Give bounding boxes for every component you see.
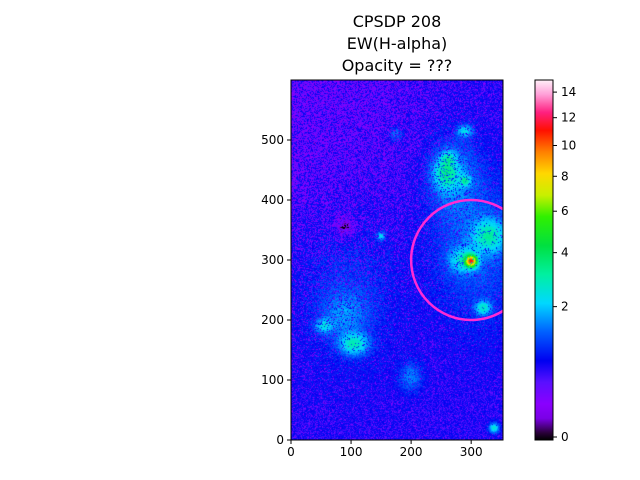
heatmap-image [291, 80, 503, 440]
x-tick-label: 0 [287, 445, 295, 459]
y-tick-label: 500 [261, 133, 284, 147]
chart-title-line-3: Opacity = ??? [341, 56, 453, 75]
heatmap-raster [291, 80, 503, 440]
y-tick-label: 300 [261, 253, 284, 267]
colorbar-tick-label: 10 [561, 139, 576, 153]
x-tick-label: 100 [340, 445, 363, 459]
colorbar-tick-label: 6 [561, 204, 569, 218]
y-tick-label: 400 [261, 193, 284, 207]
x-tick-label: 200 [400, 445, 423, 459]
colorbar [534, 79, 554, 441]
colorbar-tick-label: 14 [561, 85, 576, 99]
colorbar-tick-label: 2 [561, 300, 569, 314]
colorbar-tick-label: 8 [561, 169, 569, 183]
x-tick-label: 300 [460, 445, 483, 459]
chart-title-line-1: CPSDP 208 [352, 12, 442, 31]
chart-title-line-2: EW(H-alpha) [346, 34, 448, 53]
annotation-circle [409, 198, 503, 322]
colorbar-tick-label: 12 [561, 111, 576, 125]
y-tick-label: 100 [261, 373, 284, 387]
colorbar-tick-label: 0 [561, 430, 569, 444]
y-tick-label: 200 [261, 313, 284, 327]
y-tick-label: 0 [276, 433, 284, 447]
colorbar-tick-label: 4 [561, 246, 569, 260]
